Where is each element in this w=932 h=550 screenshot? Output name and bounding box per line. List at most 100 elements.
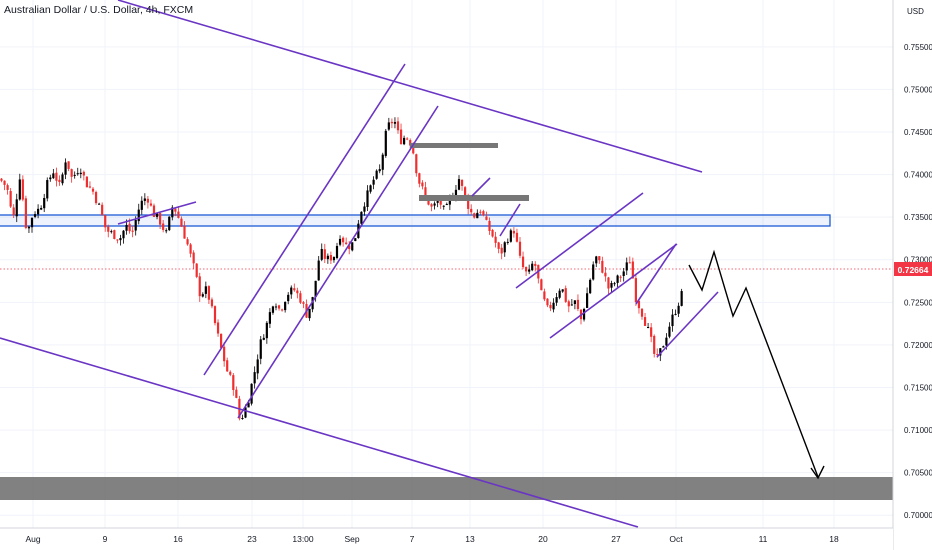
time-tick-label: 23 bbox=[247, 534, 257, 544]
candle bbox=[232, 373, 235, 396]
channel-line-flag1-lower bbox=[549, 243, 678, 339]
consolidation-box-lower bbox=[419, 195, 529, 201]
candle bbox=[338, 235, 342, 247]
time-tick-label: 16 bbox=[173, 534, 183, 544]
candle bbox=[207, 285, 210, 304]
candle bbox=[613, 281, 616, 287]
candle bbox=[342, 236, 345, 247]
candle bbox=[601, 256, 604, 274]
candle bbox=[384, 128, 387, 158]
candle bbox=[381, 152, 384, 176]
candle bbox=[558, 288, 561, 300]
candle bbox=[640, 307, 644, 320]
candle bbox=[525, 266, 528, 277]
candle bbox=[482, 209, 485, 217]
price-axis-unit: USD bbox=[907, 7, 924, 16]
candle bbox=[500, 243, 503, 260]
candle bbox=[116, 239, 119, 244]
candle bbox=[61, 172, 64, 186]
candle bbox=[369, 184, 372, 194]
resistance-zone bbox=[0, 214, 831, 227]
candle bbox=[387, 117, 390, 131]
time-tick-label: Aug bbox=[25, 534, 40, 544]
candle bbox=[46, 177, 49, 202]
time-tick-label: Oct bbox=[669, 534, 683, 544]
candle bbox=[149, 199, 153, 207]
candle bbox=[509, 228, 512, 243]
candle bbox=[460, 179, 464, 191]
price-axis-ticks: 0.70000 0.70500 0.71000 0.71500 0.72000 0.725… bbox=[904, 43, 932, 520]
candle bbox=[226, 357, 229, 372]
candle bbox=[576, 294, 580, 312]
consolidation-box-upper bbox=[410, 143, 498, 148]
candle bbox=[512, 227, 515, 238]
candle bbox=[302, 301, 305, 309]
candle bbox=[372, 176, 375, 190]
candle bbox=[165, 228, 168, 234]
candle bbox=[18, 173, 21, 201]
candle bbox=[406, 137, 409, 141]
candle bbox=[515, 228, 519, 243]
candle bbox=[430, 203, 433, 212]
candle bbox=[85, 176, 88, 188]
candle bbox=[6, 183, 9, 195]
candle bbox=[24, 195, 27, 230]
candle bbox=[9, 188, 12, 209]
candle bbox=[155, 213, 159, 220]
candle bbox=[616, 274, 619, 288]
candle bbox=[180, 216, 183, 227]
candle bbox=[21, 175, 24, 202]
candle bbox=[537, 264, 540, 284]
candle bbox=[497, 241, 500, 254]
candle bbox=[390, 118, 393, 129]
candle bbox=[104, 215, 107, 232]
time-tick-label: 11 bbox=[759, 534, 768, 544]
candle bbox=[647, 323, 650, 329]
candle bbox=[604, 267, 607, 282]
candle bbox=[210, 297, 214, 309]
candle bbox=[152, 203, 156, 218]
candle bbox=[433, 201, 436, 210]
candle bbox=[345, 237, 348, 245]
candle bbox=[396, 117, 400, 134]
candle bbox=[595, 255, 598, 268]
time-tick-label: 9 bbox=[103, 534, 108, 544]
candle bbox=[76, 167, 79, 176]
candle bbox=[73, 171, 76, 179]
candle bbox=[88, 181, 92, 189]
channel-line-major-upper bbox=[117, 0, 703, 173]
candle bbox=[378, 164, 381, 174]
candle bbox=[3, 180, 6, 191]
candle bbox=[284, 301, 287, 313]
candle bbox=[552, 298, 555, 313]
candle bbox=[335, 242, 339, 260]
candle bbox=[299, 290, 302, 305]
candle bbox=[589, 278, 592, 295]
candle bbox=[653, 334, 656, 358]
candle bbox=[579, 309, 583, 325]
candle bbox=[442, 205, 445, 210]
candle bbox=[33, 211, 37, 219]
candle bbox=[564, 285, 567, 303]
candle bbox=[12, 204, 15, 219]
candle bbox=[354, 238, 357, 242]
candle bbox=[476, 209, 479, 219]
time-tick-label: Sep bbox=[344, 534, 359, 544]
candle bbox=[189, 243, 192, 258]
trend-channels bbox=[0, 0, 719, 528]
candle bbox=[332, 256, 336, 263]
price-tick-label: 0.71500 bbox=[904, 383, 932, 392]
candle bbox=[637, 299, 641, 314]
candle bbox=[543, 288, 546, 302]
candle bbox=[470, 204, 473, 215]
candle bbox=[521, 251, 525, 269]
candle bbox=[177, 206, 180, 219]
candle bbox=[213, 305, 217, 326]
candle bbox=[677, 302, 680, 318]
candle bbox=[619, 275, 622, 282]
symbol-title: Australian Dollar / U.S. Dollar, 4h, FXC… bbox=[4, 4, 194, 16]
price-tick-label: 0.75000 bbox=[904, 85, 932, 94]
candle bbox=[351, 242, 354, 252]
candle bbox=[445, 202, 448, 206]
